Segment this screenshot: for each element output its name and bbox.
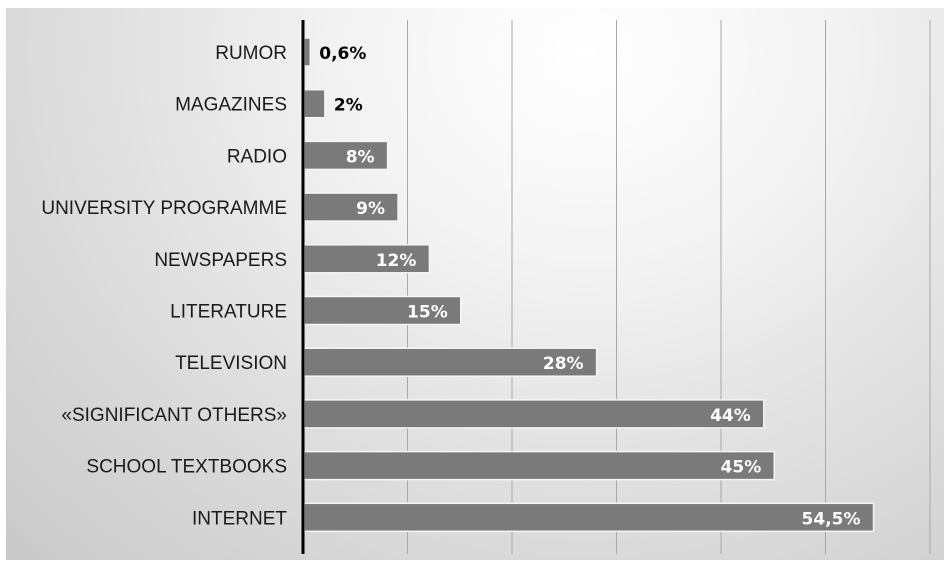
category-label: RUMOR xyxy=(215,43,287,64)
value-label: 2% xyxy=(334,96,363,116)
value-labels: 0,6% 2% 8% 9% 12% 15% 28% 44% 45% 54,5% xyxy=(319,44,860,529)
bar xyxy=(303,88,326,119)
bar xyxy=(303,37,312,67)
bars xyxy=(303,37,875,533)
bar xyxy=(303,295,462,326)
value-label: 8% xyxy=(346,147,375,167)
bar xyxy=(303,502,875,533)
value-label: 28% xyxy=(543,354,584,374)
value-label: 45% xyxy=(721,458,762,478)
value-label: 54,5% xyxy=(802,509,861,529)
bar xyxy=(303,140,389,171)
category-label: MAGAZINES xyxy=(175,95,287,116)
bar xyxy=(303,347,598,377)
category-label: SCHOOL TEXTBOOKS xyxy=(86,457,287,478)
category-label: «SIGNIFICANT OTHERS» xyxy=(61,405,287,426)
category-label: TELEVISION xyxy=(175,353,287,374)
category-labels: RUMOR MAGAZINES RADIO UNIVERSITY PROGRAMME N… xyxy=(41,43,287,529)
bar xyxy=(303,244,431,274)
category-label: INTERNET xyxy=(192,508,287,529)
chart-frame: RUMOR MAGAZINES RADIO UNIVERSITY PROGRAMME N… xyxy=(6,8,944,560)
value-label: 9% xyxy=(356,199,385,219)
category-label: NEWSPAPERS xyxy=(154,250,287,271)
category-label: LITERATURE xyxy=(170,302,287,323)
value-label: 44% xyxy=(710,406,751,426)
value-label: 15% xyxy=(407,303,448,323)
bar-chart: RUMOR MAGAZINES RADIO UNIVERSITY PROGRAMME N… xyxy=(41,20,931,554)
bar xyxy=(303,399,765,429)
category-label: UNIVERSITY PROGRAMME xyxy=(41,198,287,219)
category-label: RADIO xyxy=(227,146,287,167)
value-label: 0,6% xyxy=(319,44,366,64)
value-label: 12% xyxy=(376,251,417,271)
bar xyxy=(303,450,775,481)
